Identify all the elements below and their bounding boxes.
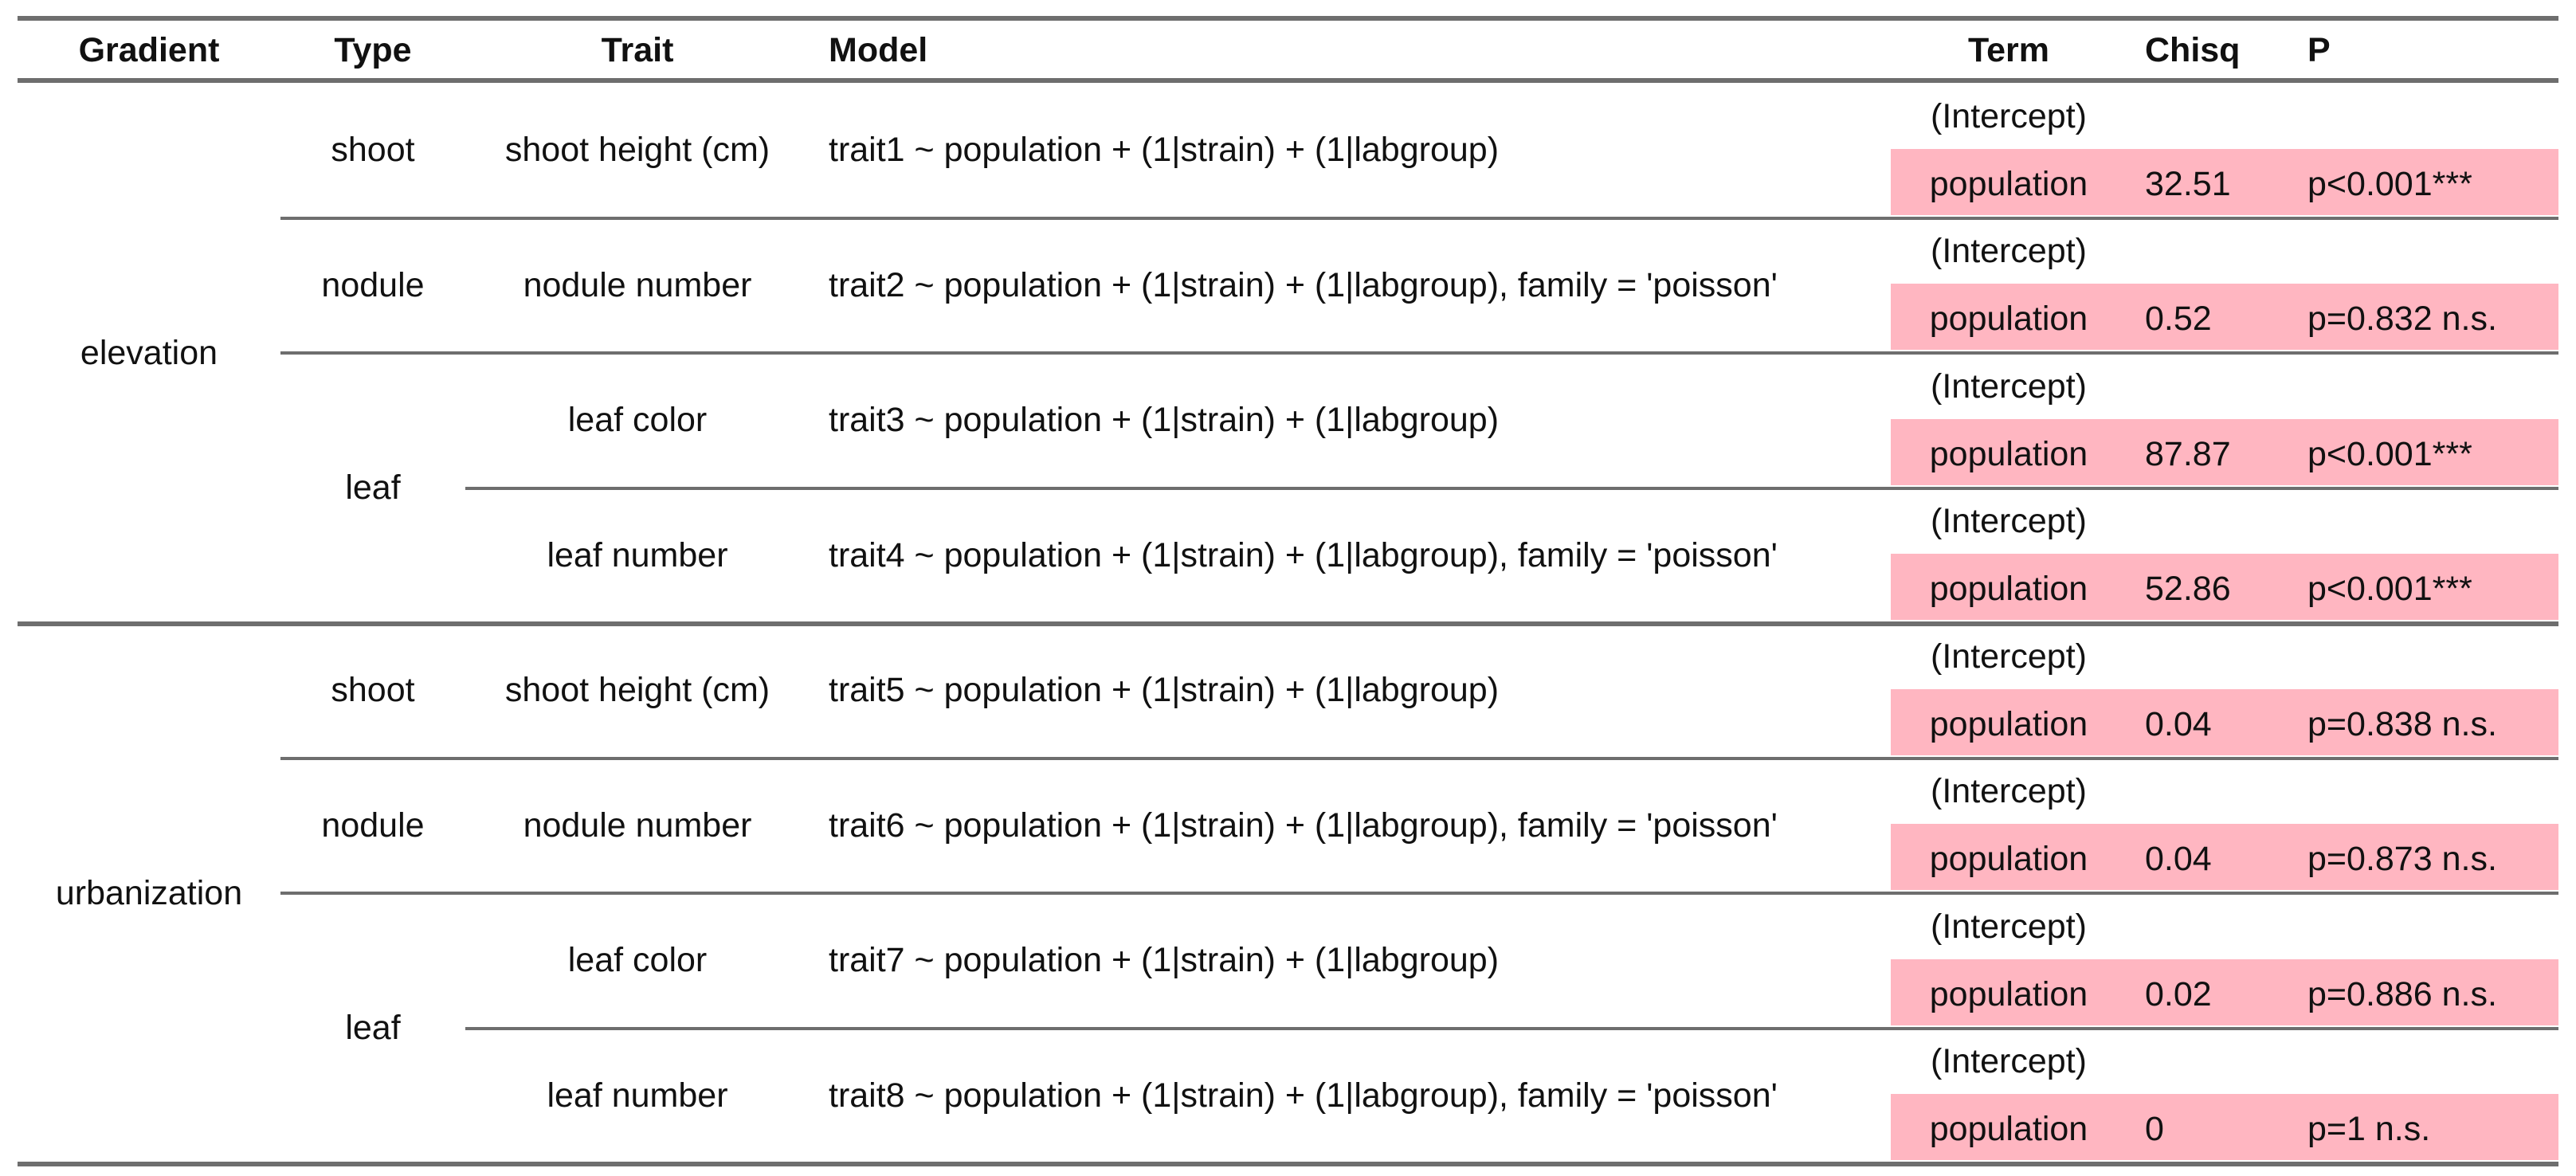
population-term: population (1929, 300, 2088, 339)
intercept-term: (Intercept) (1931, 907, 2087, 946)
header-trait: Trait (601, 30, 674, 69)
intercept-term: (Intercept) (1931, 1042, 2087, 1081)
population-term: population (1929, 840, 2088, 879)
model-formula: trait5 ~ population + (1|strain) + (1|la… (829, 671, 1500, 710)
trait-label: leaf color (567, 941, 708, 980)
chisq-value: 32.51 (2145, 164, 2231, 203)
header-type: Type (334, 30, 412, 69)
gradient-divider (18, 621, 2558, 626)
trait-label: shoot height (cm) (504, 671, 770, 710)
population-term: population (1929, 974, 2088, 1013)
p-value: p=1 n.s. (2307, 1110, 2431, 1149)
trait-label: nodule number (523, 806, 752, 845)
significance-highlight (1891, 824, 2558, 890)
type-label: nodule (321, 265, 425, 304)
population-term: population (1929, 704, 2088, 743)
population-term: population (1929, 1110, 2088, 1149)
header-model: Model (829, 30, 928, 69)
chisq-value: 0.52 (2145, 300, 2212, 339)
p-value: p=0.886 n.s. (2307, 974, 2497, 1013)
trait-label: nodule number (523, 265, 752, 304)
intercept-term: (Intercept) (1931, 96, 2087, 135)
significance-highlight (1891, 554, 2558, 620)
type-label: shoot (331, 131, 415, 170)
chisq-value: 87.87 (2145, 434, 2231, 473)
type-divider (280, 756, 2558, 760)
model-formula: trait2 ~ population + (1|strain) + (1|la… (829, 265, 1778, 304)
significance-highlight (1891, 284, 2558, 350)
model-formula: trait3 ~ population + (1|strain) + (1|la… (829, 401, 1500, 440)
gradient-label: urbanization (55, 873, 243, 912)
intercept-term: (Intercept) (1931, 502, 2087, 541)
p-value: p<0.001*** (2307, 570, 2472, 609)
significance-highlight (1891, 688, 2558, 755)
header-p: P (2307, 30, 2331, 69)
trait-divider (465, 486, 2558, 490)
type-divider (280, 216, 2558, 220)
chisq-value: 0.04 (2145, 704, 2212, 743)
significance-highlight (1891, 1094, 2558, 1160)
significance-highlight (1891, 958, 2558, 1025)
chisq-value: 0.04 (2145, 840, 2212, 879)
chisq-value: 0.02 (2145, 974, 2212, 1013)
intercept-term: (Intercept) (1931, 367, 2087, 406)
model-formula: trait4 ~ population + (1|strain) + (1|la… (829, 535, 1778, 574)
gradient-divider (18, 1162, 2558, 1166)
trait-label: leaf color (567, 401, 708, 440)
header-chisq: Chisq (2145, 30, 2241, 69)
intercept-term: (Intercept) (1931, 232, 2087, 271)
chisq-value: 52.86 (2145, 570, 2231, 609)
type-label: leaf (345, 1009, 401, 1047)
header-rule (18, 78, 2558, 83)
model-formula: trait8 ~ population + (1|strain) + (1|la… (829, 1076, 1778, 1115)
chisq-value: 0 (2145, 1110, 2164, 1149)
significance-highlight (1891, 148, 2558, 215)
population-term: population (1929, 434, 2088, 473)
p-value: p<0.001*** (2307, 164, 2472, 203)
trait-label: leaf number (547, 1076, 728, 1115)
model-formula: trait7 ~ population + (1|strain) + (1|la… (829, 941, 1500, 980)
type-label: nodule (321, 806, 425, 845)
intercept-term: (Intercept) (1931, 637, 2087, 676)
type-label: shoot (331, 671, 415, 710)
top-rule (18, 16, 2558, 21)
trait-divider (465, 1026, 2558, 1030)
significance-highlight (1891, 418, 2558, 485)
intercept-term: (Intercept) (1931, 772, 2087, 811)
p-value: p<0.001*** (2307, 434, 2472, 473)
p-value: p=0.873 n.s. (2307, 840, 2497, 879)
trait-label: leaf number (547, 535, 728, 574)
model-formula: trait6 ~ population + (1|strain) + (1|la… (829, 806, 1778, 845)
type-label: leaf (345, 468, 401, 507)
model-formula: trait1 ~ population + (1|strain) + (1|la… (829, 131, 1500, 170)
population-term: population (1929, 570, 2088, 609)
header-gradient: Gradient (78, 30, 220, 69)
p-value: p=0.832 n.s. (2307, 300, 2497, 339)
type-divider (280, 351, 2558, 355)
population-term: population (1929, 164, 2088, 203)
type-divider (280, 892, 2558, 895)
gradient-label: elevation (80, 333, 218, 372)
header-term: Term (1968, 30, 2049, 69)
trait-label: shoot height (cm) (504, 131, 770, 170)
p-value: p=0.838 n.s. (2307, 704, 2497, 743)
